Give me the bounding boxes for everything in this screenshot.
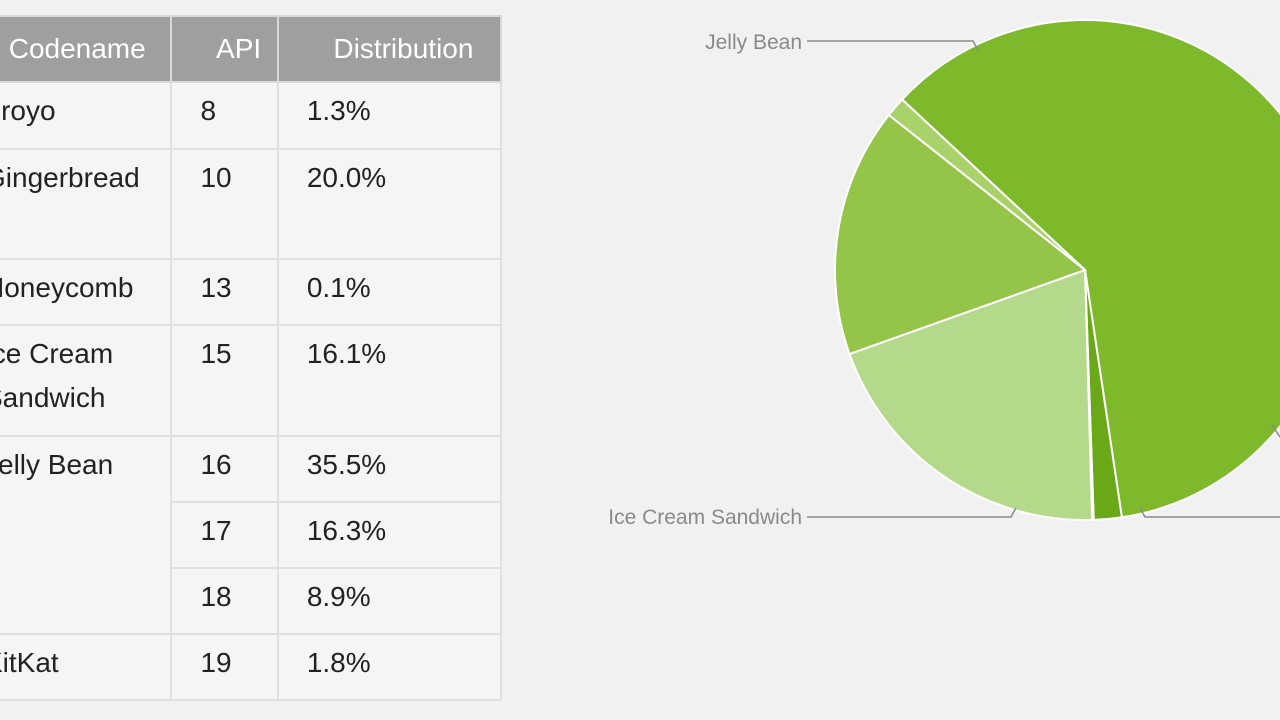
slice-label-jelly-bean: Jelly Bean [705, 31, 802, 54]
table-row: 18 8.9% [0, 567, 503, 635]
slice-label-ice-cream-sandwich: Ice Cream Sandwich [608, 506, 802, 529]
api-cell: 8 [170, 81, 279, 150]
table-row: Honeycomb 13 0.1% [0, 258, 503, 326]
pie-leader-lines [807, 40, 1280, 518]
table-row: Froyo 8 1.3% [0, 81, 503, 150]
codename-cell: Ice Cream Sandwich [0, 324, 173, 437]
distribution-cell: 35.5% [276, 435, 503, 503]
leader-line-gingerbread [1139, 507, 1280, 518]
distribution-table-panel: Codename API Distribution Froyo 8 1.3% G… [0, 0, 520, 720]
codename-cell: Jelly Bean [0, 435, 173, 635]
api-cell: 16 [170, 435, 279, 503]
codename-cell: Honeycomb [0, 258, 173, 326]
pie-slices [834, 19, 1280, 521]
distribution-cell: 8.9% [276, 567, 503, 635]
leader-line-jelly-bean [807, 40, 979, 51]
api-cell: 13 [170, 258, 279, 326]
distribution-cell: 20.0% [276, 148, 503, 260]
table-row: 17 16.3% [0, 501, 503, 569]
table-row: Jelly Bean 16 35.5% [0, 435, 503, 635]
distribution-cell: 16.1% [276, 324, 503, 437]
codename-cell: KitKat [0, 633, 173, 701]
distribution-cell: 1.8% [276, 633, 503, 701]
distribution-cell: 16.3% [276, 501, 503, 569]
api-cell: 10 [170, 148, 279, 260]
table-header-row: Codename API Distribution [0, 15, 503, 83]
pie-chart-panel: Jelly Bean Ice Cream Sandwich [520, 0, 1280, 720]
pie-slice-froyo [887, 98, 1086, 271]
header-api: API [170, 15, 279, 83]
distribution-cell: 1.3% [276, 81, 503, 150]
api-cell: 15 [170, 324, 279, 437]
api-cell: 19 [170, 633, 279, 701]
api-cell: 18 [170, 567, 279, 635]
table-row: Ice Cream Sandwich 15 16.1% [0, 324, 503, 437]
distribution-table: Codename API Distribution Froyo 8 1.3% G… [0, 15, 503, 701]
codename-cell: Froyo [0, 81, 173, 150]
table-row: Gingerbread 10 20.0% [0, 148, 503, 260]
pie-chart: Jelly Bean Ice Cream Sandwich [608, 19, 1280, 529]
table-row: KitKat 19 1.8% [0, 633, 503, 701]
header-distribution: Distribution [276, 15, 503, 83]
api-cell: 17 [170, 501, 279, 569]
pie-slice-jelly-bean [900, 19, 1280, 519]
codename-cell: Gingerbread [0, 148, 173, 260]
header-codename: Codename [0, 15, 173, 83]
distribution-cell: 0.1% [276, 258, 503, 326]
leader-line-froyo [1271, 424, 1280, 438]
leader-line-ice-cream-sandwich [807, 507, 1017, 518]
pie-slice-ice-cream-sandwich [834, 113, 1088, 356]
